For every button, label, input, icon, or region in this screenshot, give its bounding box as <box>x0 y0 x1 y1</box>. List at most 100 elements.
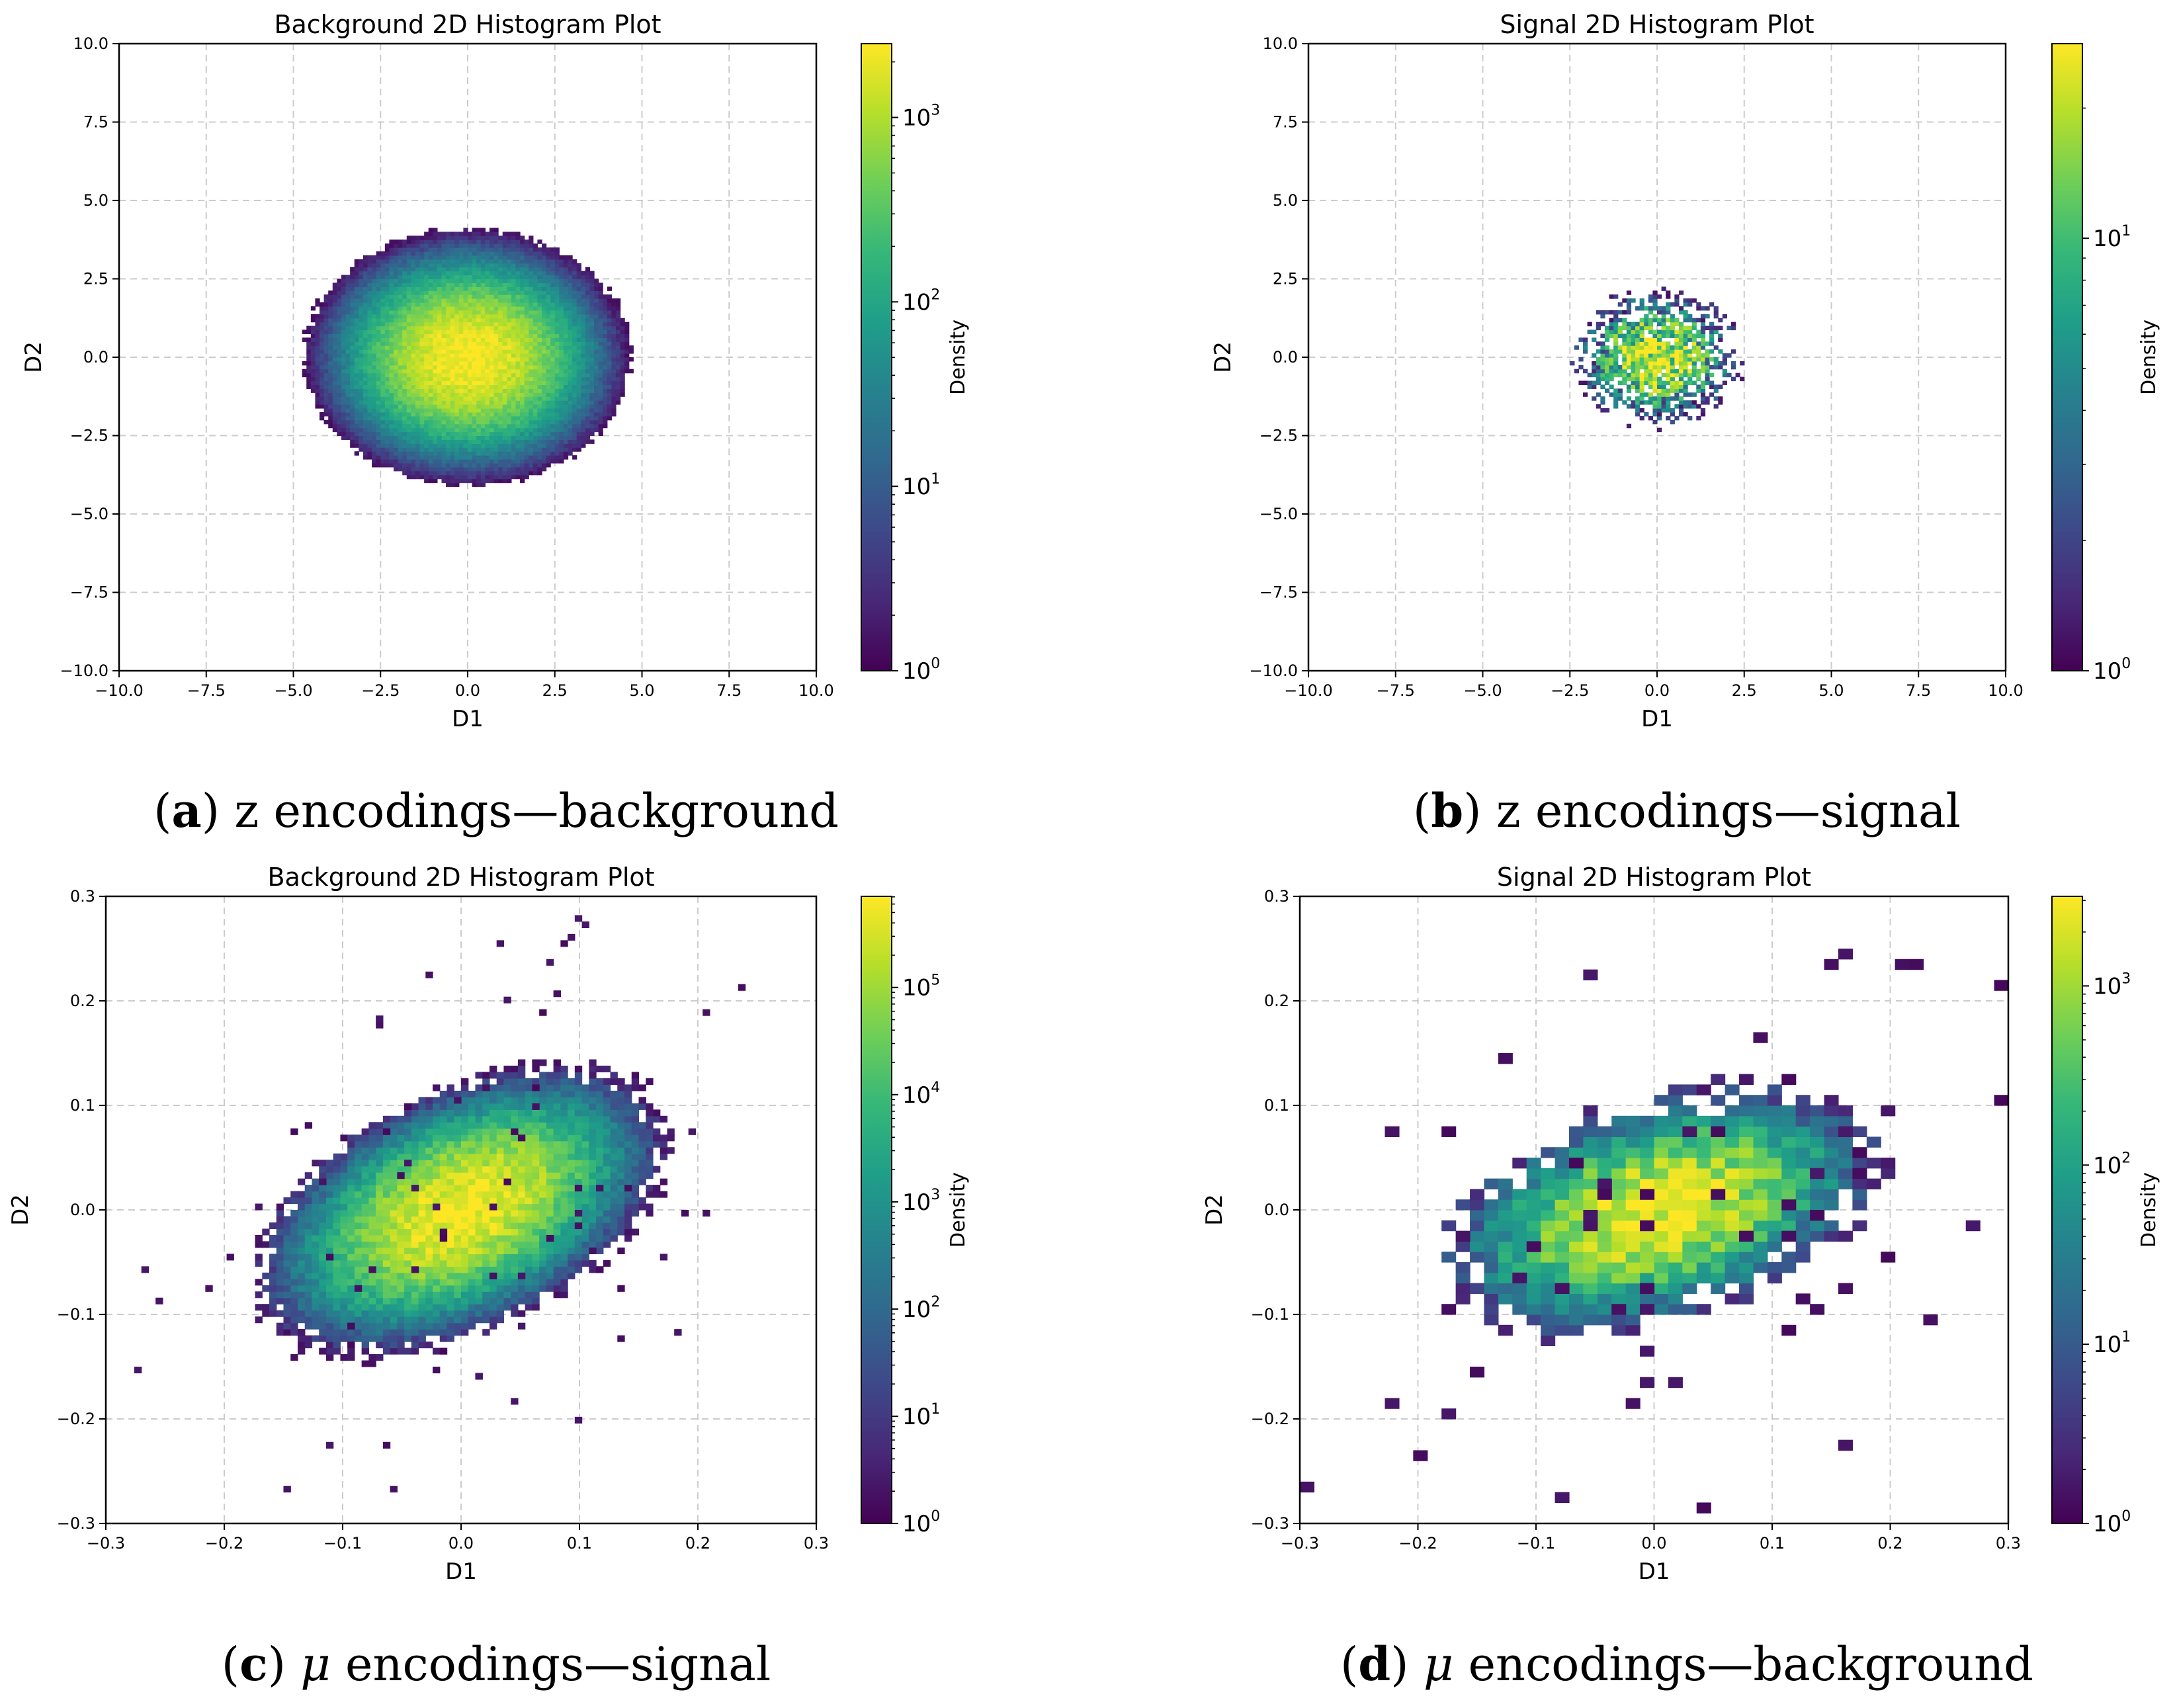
histogram-cell <box>446 404 451 409</box>
histogram-cell <box>563 427 569 433</box>
histogram-cell <box>572 439 577 444</box>
histogram-cell <box>520 263 525 268</box>
histogram-cell <box>463 478 468 484</box>
histogram-cell <box>441 427 447 433</box>
histogram-cell <box>1687 404 1693 409</box>
histogram-cell <box>1604 333 1610 338</box>
histogram-cell <box>480 455 486 460</box>
histogram-cell <box>376 267 381 272</box>
histogram-cell <box>472 384 477 389</box>
histogram-cell <box>463 372 468 378</box>
histogram-cell <box>1639 408 1644 413</box>
histogram-cell <box>350 408 355 413</box>
histogram-cell <box>563 302 569 307</box>
histogram-cell <box>463 294 468 299</box>
histogram-cell <box>341 353 347 358</box>
histogram-cell <box>372 459 377 464</box>
histogram-cell <box>468 455 473 460</box>
histogram-cell <box>581 271 586 276</box>
histogram-cell <box>493 404 499 409</box>
histogram-cell <box>424 353 429 358</box>
histogram-cell <box>446 247 451 252</box>
histogram-cell <box>594 400 599 405</box>
histogram-cell <box>1652 419 1658 425</box>
histogram-cell <box>380 404 386 409</box>
histogram-cell <box>546 290 551 295</box>
histogram-cell <box>1661 329 1666 335</box>
histogram-cell <box>1596 368 1601 374</box>
histogram-cell <box>328 290 333 295</box>
histogram-cell <box>424 388 429 393</box>
histogram-cell <box>354 419 359 425</box>
histogram-cell <box>1613 329 1619 335</box>
histogram-cell <box>589 384 595 389</box>
histogram-cell <box>515 259 521 264</box>
histogram-cell <box>524 306 529 311</box>
histogram-cell <box>520 318 525 323</box>
histogram-cell <box>507 411 512 417</box>
histogram-cell <box>437 243 443 248</box>
histogram-cell <box>411 255 416 260</box>
histogram-cell <box>333 1172 341 1179</box>
histogram-cell <box>1578 364 1584 370</box>
histogram-cell <box>446 259 451 264</box>
histogram-cell <box>468 239 473 244</box>
histogram-cell <box>520 321 525 327</box>
histogram-cell <box>554 267 560 272</box>
histogram-cell <box>624 329 630 335</box>
histogram-cell <box>428 275 433 280</box>
histogram-cell <box>1574 345 1580 350</box>
histogram-cell <box>598 400 603 405</box>
histogram-cell <box>585 345 591 350</box>
histogram-cell <box>328 361 333 366</box>
histogram-cell <box>537 431 542 437</box>
histogram-cell <box>359 380 364 386</box>
histogram-cell <box>537 364 542 370</box>
histogram-cell <box>350 388 355 393</box>
histogram-cell <box>450 431 455 437</box>
histogram-cell <box>529 408 534 413</box>
histogram-cell <box>1587 380 1592 386</box>
histogram-cell <box>489 364 495 370</box>
histogram-cell <box>554 455 560 460</box>
histogram-cell <box>389 459 394 464</box>
histogram-cell <box>319 1266 327 1273</box>
histogram-cell <box>384 431 390 437</box>
histogram-cell <box>359 302 364 307</box>
histogram-cell <box>463 400 468 405</box>
histogram-cell <box>333 1335 341 1342</box>
histogram-cell <box>485 478 490 484</box>
x-tick-label: 7.5 <box>716 681 742 700</box>
histogram-cell <box>402 345 407 350</box>
histogram-cell <box>581 404 586 409</box>
histogram-cell <box>1705 325 1710 331</box>
histogram-cell <box>450 408 455 413</box>
histogram-cell <box>615 392 621 397</box>
histogram-cell <box>493 372 499 378</box>
histogram-cell <box>1730 349 1736 354</box>
histogram-cell <box>541 341 547 346</box>
histogram-cell <box>1652 376 1658 382</box>
histogram-cell <box>367 372 372 378</box>
histogram-cell <box>546 267 551 272</box>
histogram-cell <box>598 294 603 299</box>
histogram-cell <box>394 455 399 460</box>
histogram-cell <box>463 271 468 276</box>
histogram-cell <box>581 353 586 358</box>
histogram-cell <box>515 267 521 272</box>
x-tick-label: 5.0 <box>629 681 654 700</box>
histogram-cell <box>463 415 468 421</box>
histogram-cell <box>323 376 329 382</box>
histogram-cell <box>411 404 416 409</box>
histogram-cell <box>511 251 517 256</box>
histogram-cell <box>589 361 595 366</box>
histogram-cell <box>537 380 542 386</box>
histogram-cell <box>480 411 486 417</box>
histogram-cell <box>520 298 525 303</box>
histogram-cell <box>529 404 534 409</box>
histogram-cell <box>458 380 464 386</box>
histogram-cell <box>1705 396 1710 401</box>
histogram-cell <box>433 462 438 468</box>
histogram-cell <box>511 255 517 260</box>
histogram-cell <box>415 400 421 405</box>
